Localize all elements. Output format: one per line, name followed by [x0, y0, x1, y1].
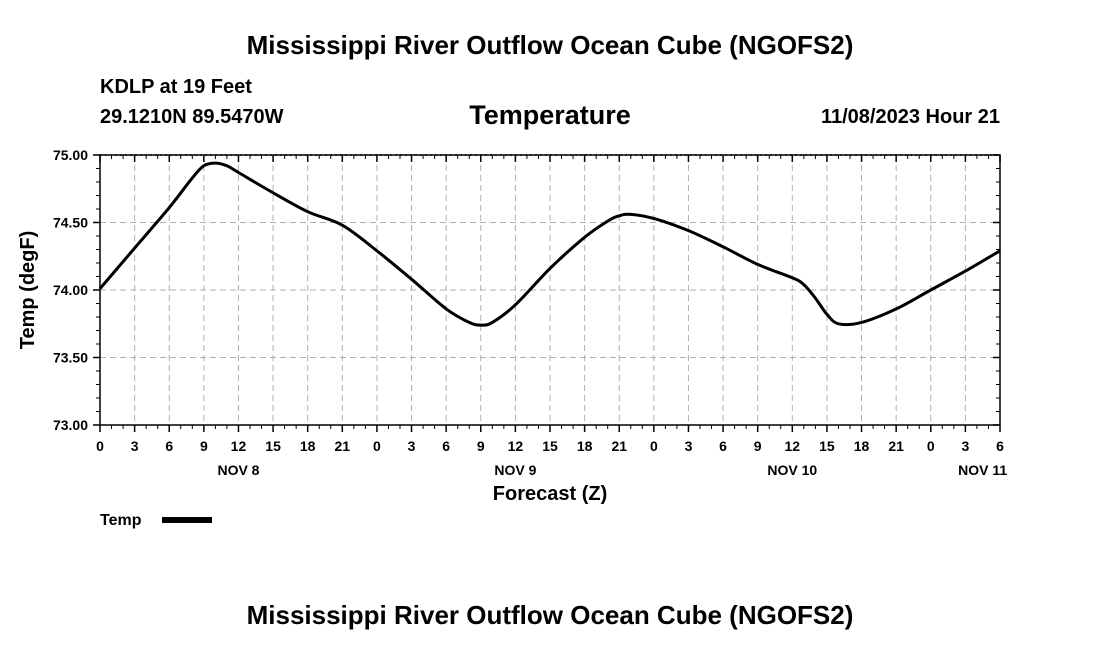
x-tick-label: 0	[650, 438, 658, 454]
chart: 0 3 6 9 12 15 18 21 0 3 6 9 12 15 18 21 0 3 6 9 12 15 18 21 0 3 6 …	[17, 147, 1007, 529]
x-tick-label: 9	[754, 438, 762, 454]
x-ticks: 0 3 6 9 12 15 18 21 0 3 6 9 12 15 18 21 0 3 6 9 12 15 18 21 0 3 6	[96, 155, 1004, 454]
x-tick-label: 3	[408, 438, 416, 454]
x-tick-label: 0	[927, 438, 935, 454]
x-tick-label: 9	[477, 438, 485, 454]
day-label: NOV 9	[494, 462, 536, 478]
x-tick-label: 6	[442, 438, 450, 454]
station-label: KDLP at 19 Feet	[100, 76, 252, 98]
y-tick-label: 73.50	[53, 350, 88, 366]
x-tick-label: 21	[888, 438, 904, 454]
y-tick-label: 75.00	[53, 147, 88, 163]
day-label: NOV 8	[217, 462, 259, 478]
x-tick-label: 9	[200, 438, 208, 454]
location-label: 29.1210N 89.5470W	[100, 106, 284, 128]
x-tick-label: 21	[611, 438, 627, 454]
x-tick-label: 6	[719, 438, 727, 454]
y-tick-label: 73.00	[53, 417, 88, 433]
day-label: NOV 10	[767, 462, 817, 478]
x-tick-label: 12	[508, 438, 524, 454]
temp-series-line	[98, 161, 1001, 327]
legend-label: Temp	[100, 512, 142, 529]
variable-title: Temperature	[469, 100, 631, 130]
y-axis-label: Temp (degF)	[17, 231, 39, 350]
x-tick-label: 18	[300, 438, 316, 454]
y-tick-label: 74.00	[53, 282, 88, 298]
y-tick-label: 74.50	[53, 215, 88, 231]
y-ticks: 73.00 73.50 74.00 74.50 75.00	[53, 147, 1000, 433]
x-tick-label: 6	[165, 438, 173, 454]
x-tick-label: 3	[685, 438, 693, 454]
x-axis-label: Forecast (Z)	[493, 483, 607, 505]
x-tick-label: 15	[819, 438, 835, 454]
day-label: NOV 11	[958, 462, 1007, 478]
x-tick-label: 21	[335, 438, 351, 454]
x-tick-label: 0	[96, 438, 104, 454]
x-tick-label: 12	[231, 438, 247, 454]
x-tick-label: 18	[577, 438, 593, 454]
x-tick-label: 0	[373, 438, 381, 454]
x-tick-label: 3	[961, 438, 969, 454]
x-tick-label: 15	[265, 438, 281, 454]
x-tick-label: 12	[785, 438, 801, 454]
chart-title: Mississippi River Outflow Ocean Cube (NG…	[246, 30, 854, 60]
grid	[100, 155, 1000, 425]
x-tick-label: 3	[131, 438, 139, 454]
x-tick-label: 18	[854, 438, 870, 454]
x-tick-label: 6	[996, 438, 1004, 454]
x-tick-label: 15	[542, 438, 558, 454]
day-labels: NOV 8 NOV 9 NOV 10 NOV 11	[217, 462, 1007, 478]
footer-title: Mississippi River Outflow Ocean Cube (NG…	[246, 600, 854, 630]
datetime-label: 11/08/2023 Hour 21	[820, 106, 1000, 128]
